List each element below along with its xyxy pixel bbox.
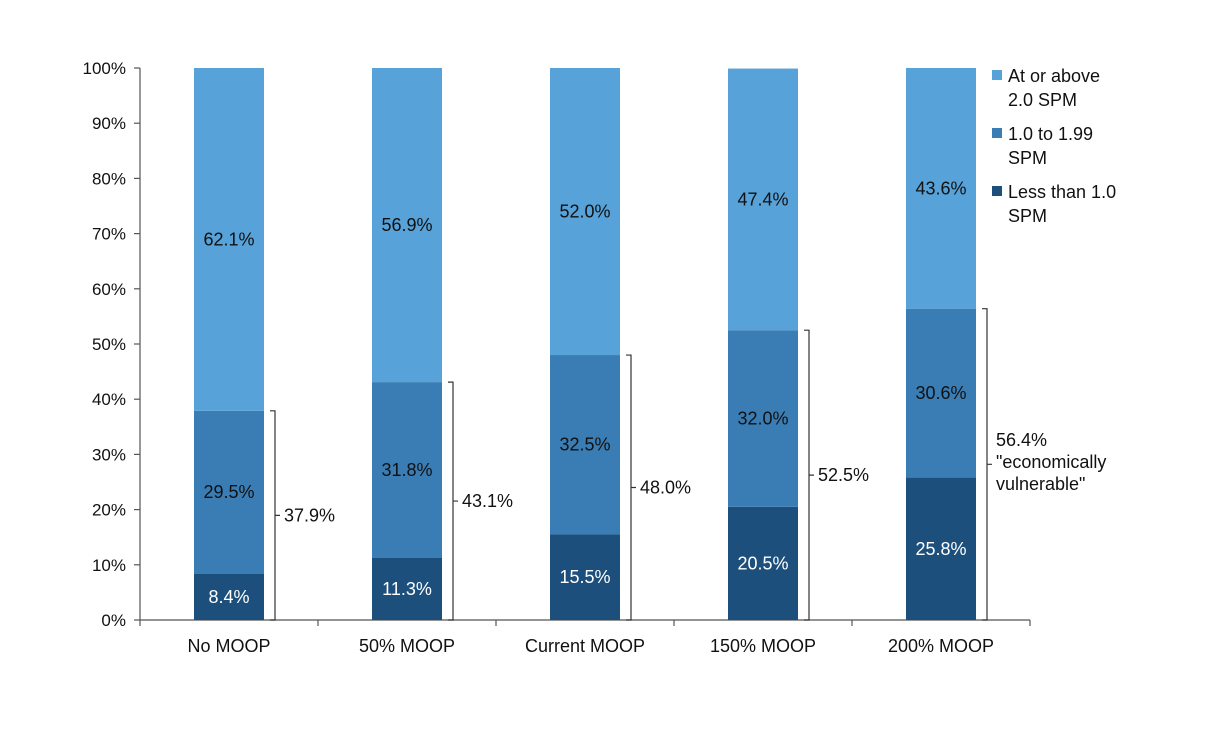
bracket-line (804, 329, 814, 621)
legend-label: 1.0 to 1.99 (1008, 124, 1093, 144)
legend-swatch (992, 186, 1002, 196)
legend-label: Less than 1.0 (1008, 182, 1116, 202)
y-tick-label: 0% (101, 611, 126, 630)
segment-value-label: 25.8% (915, 539, 966, 559)
bracket-label: "economically (996, 452, 1106, 472)
legend: At or above 2.0 SPM 1.0 to 1.99 SPM Less tha… (992, 66, 1116, 226)
bracket-label: vulnerable" (996, 474, 1085, 494)
bracket-line (982, 308, 992, 621)
x-category-label: 50% MOOP (359, 636, 455, 656)
bracket-label: 37.9% (284, 505, 335, 525)
x-category-label: Current MOOP (525, 636, 645, 656)
legend-swatch (992, 70, 1002, 80)
bar-segment (372, 382, 442, 558)
legend-swatch (992, 128, 1002, 138)
y-tick-label: 70% (92, 225, 126, 244)
y-tick-label: 40% (92, 390, 126, 409)
segment-value-label: 52.0% (559, 202, 610, 222)
legend-label: SPM (1008, 148, 1047, 168)
y-tick-label: 80% (92, 169, 126, 188)
segment-value-label: 31.8% (381, 460, 432, 480)
segment-value-label: 56.9% (381, 215, 432, 235)
legend-label: 2.0 SPM (1008, 90, 1077, 110)
legend-label: At or above (1008, 66, 1100, 86)
bar-segment (906, 68, 976, 309)
bracket-label: 48.0% (640, 478, 691, 498)
bar-segment (906, 308, 976, 478)
bar-segment (372, 68, 442, 383)
y-tick-label: 100% (83, 59, 126, 78)
y-tick-label: 60% (92, 280, 126, 299)
y-tick-label: 30% (92, 445, 126, 464)
brackets: 37.9% 43.1% 48.0% 52.5% 56.4%"economicallyvu… (270, 308, 1106, 621)
bracket-line (626, 354, 636, 621)
bar-segment (550, 534, 620, 620)
data-labels: 8.4% 29.5% 62.1% 11.3% 31.8% 56.9% 15.5% 32.5% 5… (203, 178, 966, 606)
bar-segment (194, 410, 264, 574)
segment-value-label: 32.5% (559, 435, 610, 455)
y-tick-label: 20% (92, 501, 126, 520)
y-tick-label: 10% (92, 556, 126, 575)
bar-segment (372, 557, 442, 620)
y-tick-label: 50% (92, 335, 126, 354)
bracket-label: 43.1% (462, 491, 513, 511)
legend-label: SPM (1008, 206, 1047, 226)
bar-segment (194, 573, 264, 620)
segment-value-label: 47.4% (737, 189, 788, 209)
bar-segment (194, 68, 264, 411)
x-category-label: 150% MOOP (710, 636, 816, 656)
x-category-label: 200% MOOP (888, 636, 994, 656)
segment-value-label: 62.1% (203, 229, 254, 249)
segment-value-label: 15.5% (559, 567, 610, 587)
bar-segment (728, 330, 798, 507)
segment-value-label: 43.6% (915, 178, 966, 198)
bar-segment (728, 506, 798, 620)
segment-value-label: 20.5% (737, 553, 788, 573)
segment-value-label: 29.5% (203, 482, 254, 502)
segment-value-label: 32.0% (737, 409, 788, 429)
segment-value-label: 8.4% (208, 587, 249, 607)
bar-segment (550, 355, 620, 535)
segment-value-label: 30.6% (915, 383, 966, 403)
bracket-line (270, 410, 280, 621)
bars (194, 68, 976, 620)
axes: 0% 10% 20% 30% 40% 50% 60% 70% 80% 90% 100% No MOOP… (83, 59, 1031, 656)
bracket-line (448, 381, 458, 621)
segment-value-label: 11.3% (382, 579, 432, 599)
bar-segment (550, 68, 620, 356)
bracket-label: 52.5% (818, 465, 869, 485)
y-tick-label: 90% (92, 114, 126, 133)
x-category-label: No MOOP (187, 636, 270, 656)
bar-segment (906, 477, 976, 620)
bracket-label: 56.4% (996, 430, 1047, 450)
bar-segment (728, 68, 798, 331)
